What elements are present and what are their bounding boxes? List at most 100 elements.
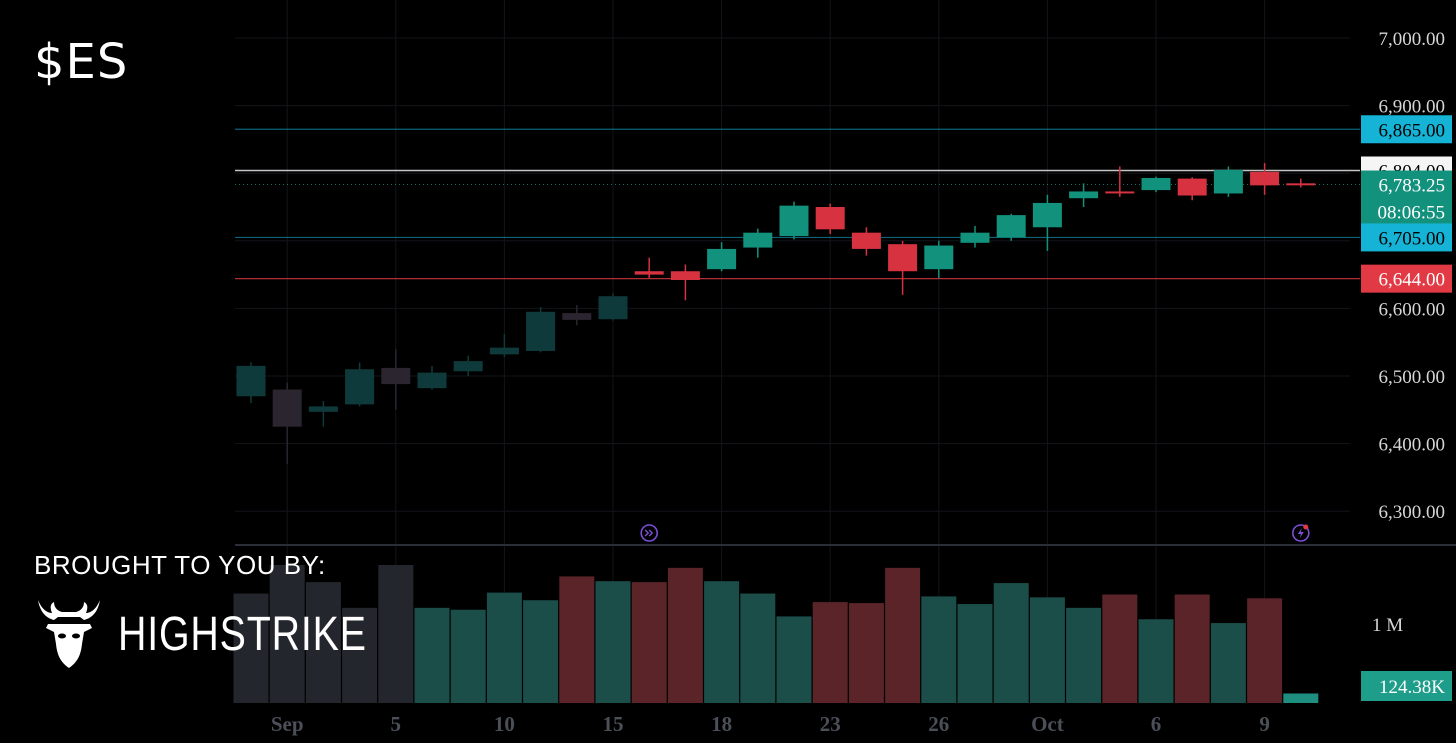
lightning-event-icon (1292, 524, 1310, 542)
price-tag (1361, 115, 1452, 144)
x-tick-label: 15 (603, 712, 624, 736)
volume-bar (1029, 597, 1065, 703)
volume-bar (559, 576, 595, 703)
x-tick-label: 18 (711, 712, 732, 736)
ticker-symbol: $ES (34, 34, 129, 90)
candle-body (598, 296, 628, 320)
volume-bar (486, 592, 522, 703)
price-tag-label: 6,865.00 (1379, 120, 1446, 141)
candle-body (1286, 183, 1316, 186)
price-tag-label: 6,783.25 (1379, 176, 1446, 197)
y-tick-label: 6,600.00 (1379, 299, 1446, 320)
candle-body (815, 207, 845, 230)
y-tick-label: 6,300.00 (1379, 502, 1446, 523)
volume-tick-label: 1 M (1372, 615, 1403, 636)
price-tag (1361, 170, 1452, 227)
y-tick-label: 7,000.00 (1379, 29, 1446, 50)
volume-bar (523, 600, 559, 703)
volume-bar (378, 565, 414, 703)
volume-bar (921, 596, 957, 703)
volume-bar (740, 593, 776, 703)
volume-bar (776, 616, 812, 703)
candle-body (489, 347, 519, 355)
candle-body (453, 361, 483, 372)
candle-body (272, 389, 302, 427)
volume-bar (1174, 594, 1210, 703)
candle-body (1250, 171, 1280, 186)
candle-body (381, 367, 411, 385)
candle-body (960, 232, 990, 243)
y-tick-label: 6,900.00 (1379, 97, 1446, 118)
x-tick-label: 23 (820, 712, 841, 736)
volume-bar (1066, 607, 1102, 703)
candle-body (526, 311, 556, 351)
price-tag-label: 6,705.00 (1379, 228, 1446, 249)
candle-body (779, 205, 809, 237)
x-tick-label: 5 (391, 712, 402, 736)
candle-body (1069, 191, 1099, 199)
volume-bar (269, 565, 305, 703)
sponsor-caption: BROUGHT TO YOU BY: (34, 550, 326, 580)
x-tick-label: 6 (1151, 712, 1162, 736)
volume-bar (1102, 594, 1138, 703)
candle-body (851, 232, 881, 249)
volume-bar (1247, 598, 1283, 703)
candle-body (888, 244, 918, 272)
countdown-label: 08:06:55 (1377, 203, 1445, 224)
volume-bar (667, 567, 703, 703)
candle-body (1032, 202, 1062, 228)
volume-bar (1138, 619, 1174, 703)
candle-body (996, 215, 1026, 238)
candle-body (1141, 177, 1171, 191)
price-tag-label: 6,644.00 (1379, 270, 1446, 291)
volume-bar (305, 582, 341, 703)
volume-bar (233, 593, 269, 703)
x-tick-label: 10 (494, 712, 515, 736)
y-tick-label: 6,400.00 (1379, 435, 1446, 456)
volume-bar (885, 567, 921, 703)
candle-body (562, 313, 592, 320)
candle-body (345, 369, 375, 405)
volume-tag (1361, 671, 1452, 701)
candle-body (417, 372, 447, 389)
forward-glyph (644, 529, 654, 537)
volume-bar (812, 602, 848, 703)
sponsor-brand: HIGHSTRIKE (34, 598, 421, 670)
price-tag (1361, 223, 1452, 252)
volume-bar (1283, 693, 1319, 703)
x-tick-label: 9 (1259, 712, 1270, 736)
volume-bar (631, 582, 667, 703)
candle-body (707, 248, 737, 270)
volume-bar (704, 581, 740, 703)
candle-body (1213, 169, 1243, 194)
volume-bar (342, 607, 378, 703)
volume-bar (450, 609, 486, 703)
candle-body (743, 232, 773, 248)
forward-event-icon (640, 524, 659, 542)
lightning-glyph (1297, 528, 1304, 538)
x-tick-label: Sep (271, 712, 304, 736)
volume-bar (1210, 623, 1246, 703)
notification-dot (1303, 524, 1309, 530)
volume-tag-label: 124.38K (1379, 677, 1445, 698)
candle-body (308, 406, 338, 412)
candle-body (924, 245, 954, 270)
y-tick-label: 6,500.00 (1379, 367, 1446, 388)
volume-bar (848, 603, 884, 703)
candle-body (1177, 178, 1207, 196)
x-tick-label: 26 (928, 712, 949, 736)
price-tag (1361, 264, 1452, 293)
volume-bar (595, 581, 631, 703)
candle-body (634, 271, 664, 275)
candle-body (1105, 191, 1135, 194)
candle-body (670, 271, 700, 281)
volume-bar (414, 607, 450, 703)
volume-bar (957, 604, 993, 703)
candle-body (236, 365, 266, 397)
x-tick-label: Oct (1031, 712, 1064, 736)
volume-bar (993, 583, 1029, 703)
bull-logo-icon (38, 600, 100, 668)
brand-name: HIGHSTRIKE (118, 607, 367, 661)
